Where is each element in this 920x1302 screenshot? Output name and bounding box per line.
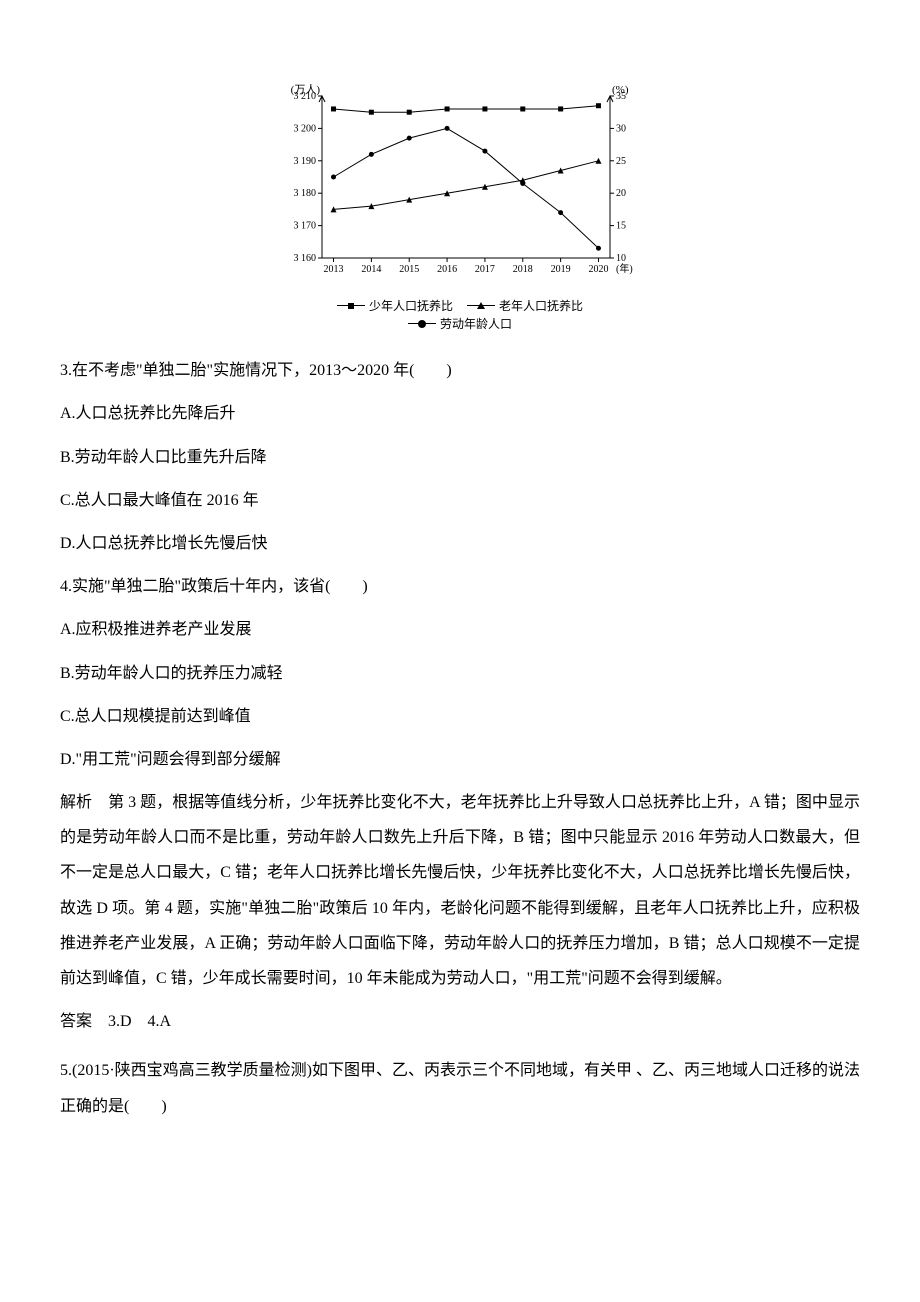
svg-text:(年): (年): [616, 262, 633, 275]
svg-text:3 190: 3 190: [294, 156, 317, 167]
answer-3-4: 答案 3.D 4.A: [60, 1004, 860, 1039]
legend-item-labor: 劳动年龄人口: [408, 315, 512, 333]
question-3-option-c: C.总人口最大峰值在 2016 年: [60, 483, 860, 518]
question-4-stem: 4.实施"单独二胎"政策后十年内，该省( ): [60, 569, 860, 604]
svg-text:2016: 2016: [437, 264, 457, 275]
svg-text:30: 30: [616, 123, 626, 134]
svg-text:3 170: 3 170: [294, 221, 317, 232]
question-4-option-d: D."用工荒"问题会得到部分缓解: [60, 742, 860, 777]
question-3-option-b: B.劳动年龄人口比重先升后降: [60, 440, 860, 475]
legend-label: 老年人口抚养比: [499, 297, 583, 315]
legend-item-elder: 老年人口抚养比: [467, 297, 583, 315]
explanation-3-4: 解析 第 3 题，根据等值线分析，少年抚养比变化不大，老年抚养比上升导致人口总抚…: [60, 785, 860, 996]
question-3-option-d: D.人口总抚养比增长先慢后快: [60, 526, 860, 561]
legend-label: 劳动年龄人口: [440, 315, 512, 333]
question-5-stem: 5.(2015·陕西宝鸡高三教学质量检测)如下图甲、乙、丙表示三个不同地域，有关…: [60, 1053, 860, 1123]
svg-text:15: 15: [616, 221, 626, 232]
svg-text:3 200: 3 200: [294, 123, 317, 134]
question-4-option-a: A.应积极推进养老产业发展: [60, 612, 860, 647]
question-3-stem: 3.在不考虑"单独二胎"实施情况下，2013～2020 年( ): [60, 353, 860, 388]
question-3-option-a: A.人口总抚养比先降后升: [60, 396, 860, 431]
chart-legend: 少年人口抚养比 老年人口抚养比 劳动年龄人口: [280, 297, 640, 333]
svg-text:10: 10: [616, 253, 626, 264]
legend-label: 少年人口抚养比: [369, 297, 453, 315]
dependency-chart: 3 1603 1703 1803 1903 2003 2101015202530…: [280, 80, 640, 280]
svg-text:3 160: 3 160: [294, 253, 317, 264]
question-4-option-c: C.总人口规模提前达到峰值: [60, 699, 860, 734]
svg-text:2013: 2013: [324, 264, 344, 275]
svg-text:2014: 2014: [361, 264, 381, 275]
svg-text:2017: 2017: [475, 264, 495, 275]
svg-text:2019: 2019: [551, 264, 571, 275]
svg-text:(%): (%): [612, 84, 629, 96]
svg-text:(万人): (万人): [291, 83, 321, 96]
legend-item-youth: 少年人口抚养比: [337, 297, 453, 315]
chart-container: 3 1603 1703 1803 1903 2003 2101015202530…: [280, 80, 640, 333]
svg-text:2015: 2015: [399, 264, 419, 275]
svg-text:20: 20: [616, 188, 626, 199]
svg-text:25: 25: [616, 156, 626, 167]
svg-text:2020: 2020: [588, 264, 608, 275]
svg-text:2018: 2018: [513, 264, 533, 275]
question-4-option-b: B.劳动年龄人口的抚养压力减轻: [60, 656, 860, 691]
svg-text:3 180: 3 180: [294, 188, 317, 199]
